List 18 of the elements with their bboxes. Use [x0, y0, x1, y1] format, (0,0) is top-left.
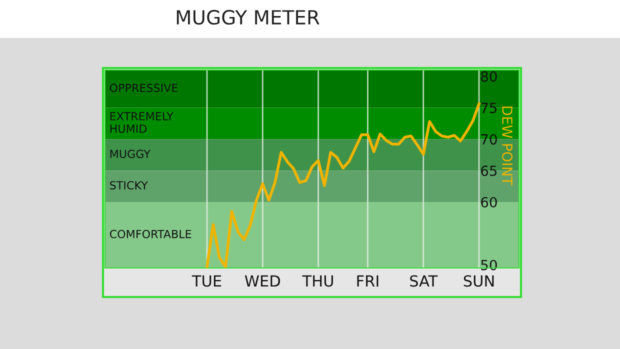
- x-tick-label: FRI: [357, 275, 378, 287]
- band-label: STICKY: [110, 181, 148, 190]
- line-series: [206, 102, 480, 268]
- x-tick-label: TUE: [192, 275, 222, 287]
- y-tick-label: 80: [481, 71, 497, 82]
- band-label: OPPRESSIVE: [110, 84, 178, 92]
- y-tick-label: 65: [481, 166, 497, 176]
- x-tick-label: WED: [244, 275, 280, 287]
- band-label: EXTREMELY HUMID: [110, 112, 174, 133]
- y-tick-label: 60: [481, 196, 497, 208]
- band-label: MUGGY: [110, 150, 151, 158]
- x-tick-label: SAT: [410, 275, 438, 287]
- chart-title: MUGGY METER: [176, 10, 320, 25]
- x-tick-label: THU: [302, 275, 333, 287]
- y-tick-label: 75: [481, 102, 497, 114]
- band-label: COMFORTABLE: [110, 230, 192, 238]
- x-tick-label: SUN: [464, 275, 494, 287]
- y-axis-title: DEW POINT: [502, 106, 513, 186]
